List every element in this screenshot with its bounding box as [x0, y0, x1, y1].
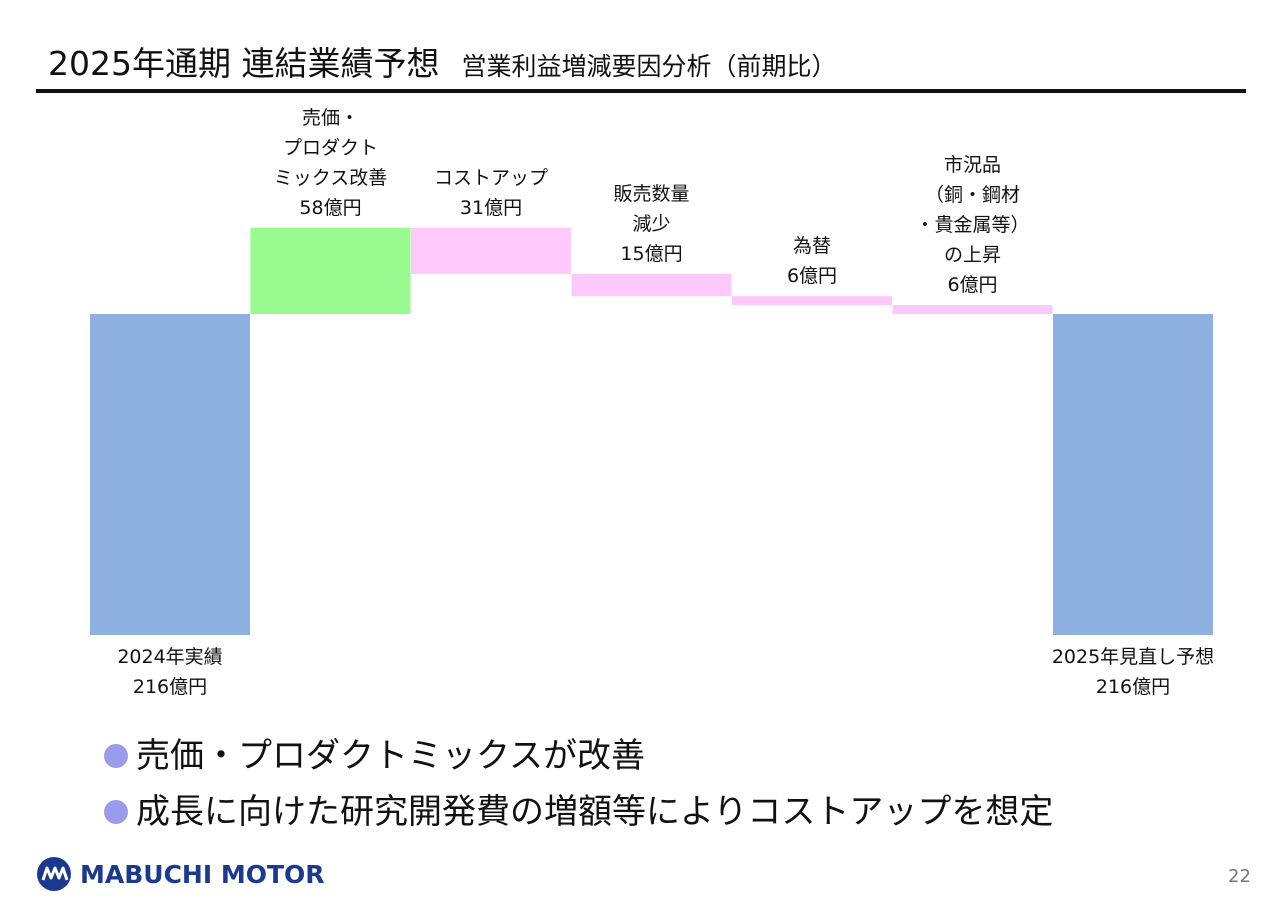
data-label-6-1: 216億円 [1096, 676, 1170, 698]
data-label-6-0: 2025年見直し予想 [1052, 646, 1214, 668]
bullet-text: 成長に向けた研究開発費の増額等によりコストアップを想定 [136, 792, 1054, 832]
page-title: 2025年通期 連結業績予想 営業利益増減要因分析（前期比） [48, 40, 837, 91]
data-label-4-1: 6億円 [787, 265, 837, 287]
bullet-dot-icon [104, 800, 128, 824]
bullet-dot-icon [104, 744, 128, 768]
data-label-2-0: コストアップ [434, 167, 548, 189]
title-main: 2025年通期 連結業績予想 [48, 44, 440, 83]
data-label-3-0: 販売数量 [613, 183, 689, 205]
title-divider [36, 89, 1246, 93]
mabuchi-logo-icon [37, 857, 71, 891]
bullet-list: 売価・プロダクトミックスが改善 成長に向けた研究開発費の増額等によりコストアップ… [104, 728, 1053, 840]
data-label-5-0: 市況品 [944, 154, 1001, 176]
bar-1 [250, 227, 411, 314]
data-label-1-3: 58億円 [299, 197, 361, 219]
data-label-3-2: 15億円 [620, 243, 682, 265]
data-label-4-0: 為替 [793, 235, 831, 257]
page-number: 22 [1228, 866, 1251, 887]
bar-5 [892, 305, 1053, 314]
data-label-1-2: ミックス改善 [274, 167, 387, 189]
bullet-item: 成長に向けた研究開発費の増額等によりコストアップを想定 [104, 784, 1053, 840]
title-subtitle: 営業利益増減要因分析（前期比） [461, 52, 837, 81]
data-label-1-0: 売価・ [302, 107, 359, 129]
company-logo: MABUCHI MOTOR [36, 856, 325, 892]
data-label-3-1: 減少 [632, 213, 670, 235]
data-label-5-1: （銅・鋼材 [925, 184, 1020, 206]
data-label-5-2: ・貴金属等） [915, 214, 1029, 236]
data-label-5-3: の上昇 [944, 244, 1001, 266]
data-label-0-0: 2024年実績 [117, 646, 222, 668]
data-label-1-1: プロダクト [283, 137, 378, 159]
data-label-5-4: 6億円 [947, 274, 997, 296]
bar-4 [732, 296, 892, 306]
bar-3 [571, 273, 732, 297]
logo-text: MABUCHI MOTOR [80, 859, 325, 889]
bar-2 [411, 227, 571, 274]
bullet-item: 売価・プロダクトミックスが改善 [104, 728, 1053, 784]
data-label-2-1: 31億円 [460, 197, 522, 219]
bullet-text: 売価・プロダクトミックスが改善 [136, 736, 645, 776]
bar-0 [90, 314, 250, 635]
data-label-0-1: 216億円 [133, 676, 207, 698]
bar-6 [1053, 314, 1213, 635]
